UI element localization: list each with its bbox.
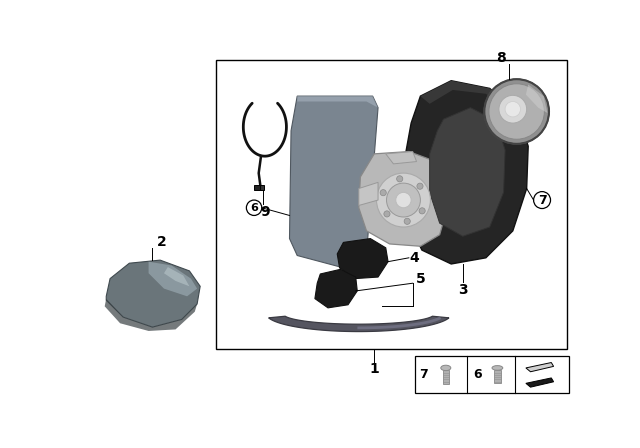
Polygon shape [106, 260, 200, 327]
Circle shape [387, 183, 420, 217]
Text: 7: 7 [538, 194, 547, 207]
Polygon shape [386, 151, 417, 164]
Bar [254, 185, 261, 190]
Text: 6: 6 [250, 203, 258, 213]
Text: 1: 1 [369, 362, 379, 376]
Bar [443, 370, 449, 384]
Bar [216, 60, 566, 349]
Ellipse shape [441, 365, 451, 370]
Circle shape [417, 183, 423, 190]
Text: 6: 6 [473, 367, 482, 381]
Circle shape [397, 176, 403, 182]
Text: 7: 7 [419, 367, 428, 381]
Polygon shape [105, 299, 197, 331]
Circle shape [499, 95, 527, 123]
Polygon shape [297, 96, 378, 108]
Text: 9: 9 [260, 205, 269, 219]
Circle shape [505, 102, 520, 117]
Polygon shape [359, 151, 447, 246]
Ellipse shape [492, 366, 503, 370]
Circle shape [380, 190, 387, 196]
Polygon shape [403, 81, 528, 264]
Polygon shape [315, 269, 357, 308]
Polygon shape [337, 238, 388, 279]
Polygon shape [359, 182, 378, 206]
Bar [260, 185, 264, 190]
Polygon shape [148, 262, 197, 296]
Polygon shape [164, 267, 189, 286]
Polygon shape [269, 316, 449, 332]
Polygon shape [526, 378, 554, 387]
Bar [493, 370, 501, 383]
Text: 3: 3 [458, 283, 468, 297]
Text: 4: 4 [410, 251, 419, 265]
Circle shape [404, 218, 410, 224]
Circle shape [484, 79, 549, 144]
Polygon shape [420, 81, 516, 112]
Circle shape [396, 192, 411, 208]
Polygon shape [526, 85, 547, 113]
Polygon shape [526, 362, 554, 372]
Polygon shape [429, 108, 505, 236]
Bar [415, 356, 569, 392]
Text: 5: 5 [415, 272, 425, 286]
Circle shape [489, 84, 545, 139]
Text: 8: 8 [497, 51, 506, 65]
Circle shape [384, 211, 390, 217]
Polygon shape [289, 96, 378, 268]
Circle shape [376, 173, 431, 227]
Text: 2: 2 [157, 235, 166, 250]
Circle shape [419, 208, 425, 214]
